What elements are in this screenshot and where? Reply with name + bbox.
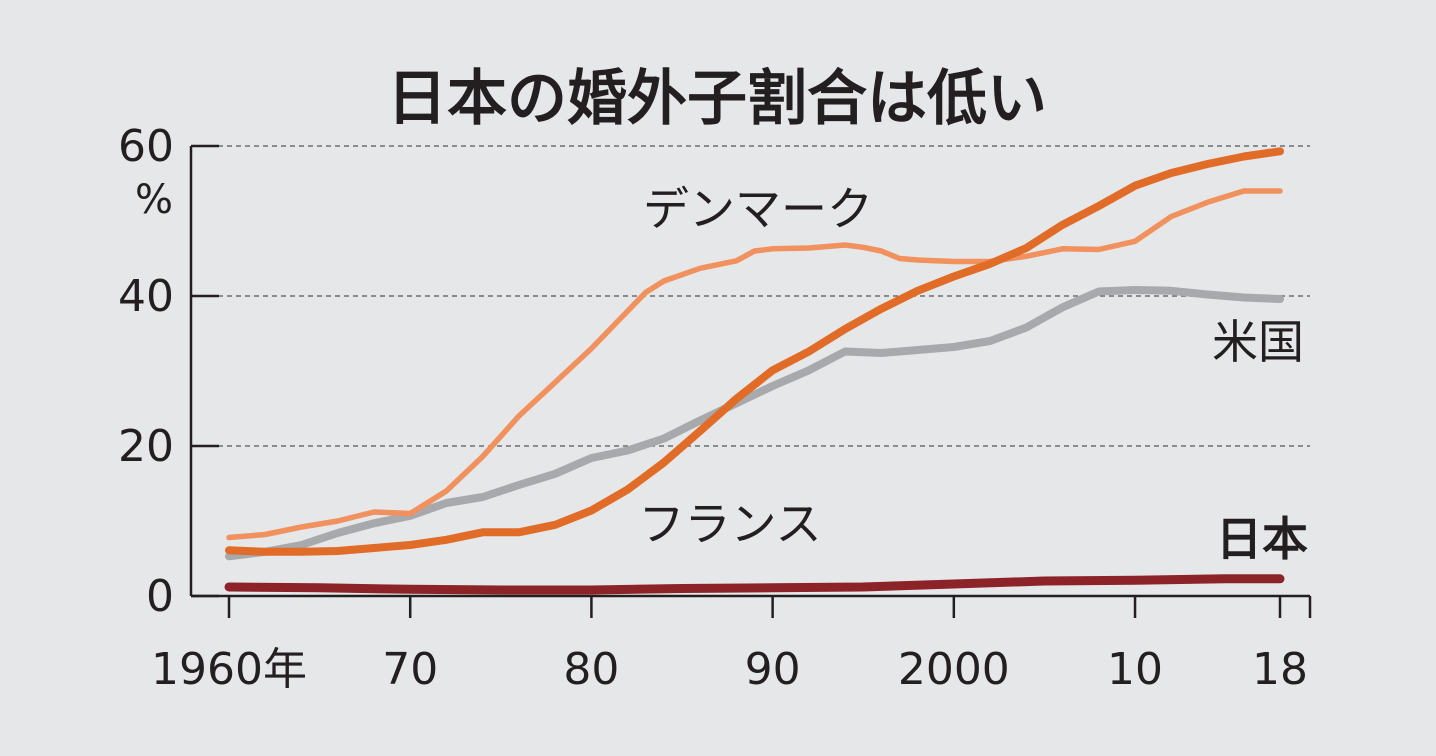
y-tick-label: 0 (146, 571, 174, 622)
series-label-japan: 日本 (1216, 512, 1308, 566)
x-tick-label: 18 (1252, 644, 1308, 695)
axes (189, 144, 1312, 618)
series-label-usa: 米国 (1212, 315, 1304, 369)
x-tick-labels: 1960年 70 80 90 2000 10 18 (151, 644, 1308, 695)
x-tick-label: 1960年 (151, 644, 307, 695)
series-line-japan (224, 574, 1285, 595)
y-unit-label: % (135, 177, 173, 223)
y-tick-label: 40 (118, 271, 174, 322)
gridlines (191, 145, 1310, 447)
chart-title: 日本の婚外子割合は低い (387, 64, 1047, 134)
y-tick-labels: 0 20 40 60 (118, 121, 174, 622)
series-line-usa (225, 286, 1284, 561)
x-tick-label: 80 (563, 644, 619, 695)
series-line-denmark (226, 188, 1283, 541)
y-tick-label: 20 (118, 421, 174, 472)
y-tick-label: 60 (118, 121, 174, 172)
x-tick-label: 70 (382, 644, 438, 695)
x-tick-label: 2000 (898, 644, 1010, 695)
series-lines (224, 147, 1285, 595)
series-label-denmark: デンマーク (643, 182, 873, 236)
series-label-france: フランス (638, 497, 821, 551)
series-line-france (225, 147, 1284, 556)
x-tick-label: 10 (1107, 644, 1163, 695)
x-tick-label: 90 (745, 644, 801, 695)
